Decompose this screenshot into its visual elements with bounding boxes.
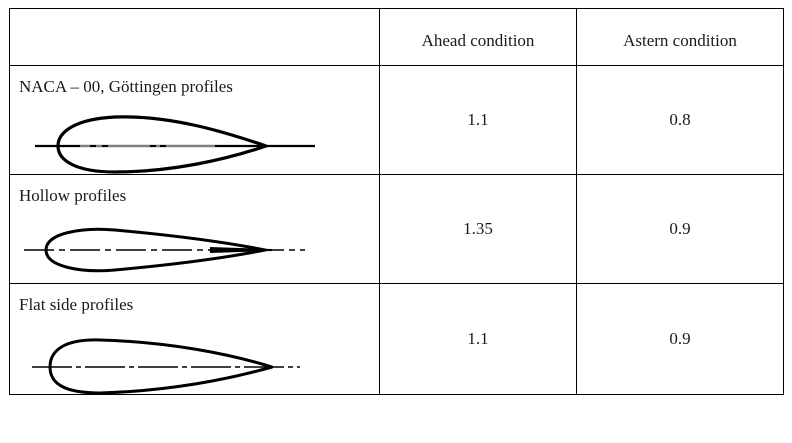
table-row: Hollow profiles 1.35 0.9 [9,174,784,284]
header-astern-condition: Astern condition [576,8,784,66]
profile-cell: Flat side profiles [9,283,380,395]
table-row: NACA – 00, Göttingen profiles 1.1 0.8 [9,65,784,175]
profile-cell: Hollow profiles [9,174,380,284]
ahead-value: 1.1 [379,65,577,175]
profile-name: NACA – 00, Göttingen profiles [19,77,233,96]
profile-name: Hollow profiles [19,186,127,205]
table-header-row: Ahead condition Astern condition [9,8,784,66]
hollow-profile-drawing [24,227,305,273]
profile-cell: NACA – 00, Göttingen profiles [9,65,380,175]
flat-side-profile-drawing [32,338,300,394]
astern-value: 0.9 [576,174,784,284]
ahead-value: 1.35 [379,174,577,284]
header-empty-cell [9,8,380,66]
astern-value: 0.9 [576,283,784,395]
table-row: Flat side profiles 1.1 0.9 [9,283,784,395]
astern-value: 0.8 [576,65,784,175]
ahead-value: 1.1 [379,283,577,395]
rudder-profile-coefficient-table: Ahead condition Astern condition NACA – … [9,8,784,395]
naca-profile-drawing [35,115,315,174]
profile-name: Flat side profiles [19,295,134,314]
header-ahead-condition: Ahead condition [379,8,577,66]
